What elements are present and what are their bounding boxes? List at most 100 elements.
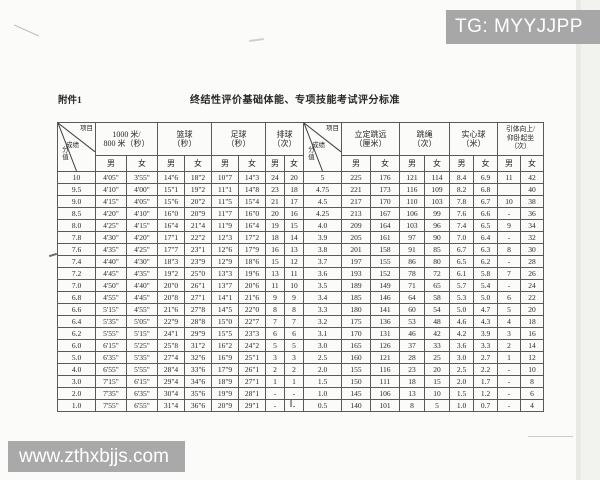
- score-cell: 6.4: [57, 315, 96, 328]
- score-cell: 2.0: [303, 363, 342, 376]
- table-row: 3.0 7'15" 6'15" 29"4 34"6 18"9 27"1 1 1 1.5 150 111…: [57, 375, 545, 388]
- table-row: 9.5 4'10" 4'00" 15"1 19"2 11"1 14"8 23 18 4.75 221…: [57, 183, 545, 196]
- value-cell: 2.5: [449, 363, 474, 376]
- scan-line-artifact: [528, 436, 573, 437]
- value-cell: 175: [341, 315, 371, 328]
- gender-header-cell: 女: [184, 155, 212, 172]
- value-cell: 20"9: [211, 399, 239, 412]
- value-cell: 30: [519, 243, 545, 256]
- value-cell: 20"2: [184, 195, 212, 208]
- page-title: 终结性评价基础体能、专项技能考试评分标准: [190, 95, 400, 106]
- value-cell: 7: [265, 315, 285, 328]
- value-cell: 60: [399, 303, 425, 316]
- value-cell: 18: [284, 183, 304, 196]
- group-header-volleyball: 排球 （次）: [265, 122, 304, 156]
- value-cell: 20"9: [184, 207, 212, 220]
- value-cell: 3'55": [126, 171, 158, 184]
- score-standard-table: 项目 成绩 分值 1000 米/ 800 米（秒） 篮球 （秒） 足球 （秒）: [57, 122, 545, 412]
- value-cell: 1: [497, 351, 521, 364]
- value-cell: 11: [265, 279, 285, 292]
- group-label-line: （秒）: [226, 139, 251, 148]
- score-cell: 6.6: [57, 303, 96, 316]
- value-cell: 4'30": [126, 255, 158, 268]
- value-cell: 5: [424, 399, 450, 412]
- value-cell: 15"4: [238, 195, 266, 208]
- table-row: 4.0 6'55" 5'55" 28"4 33"6 17"9 26"1 2 2 2.0 155 116…: [57, 363, 545, 376]
- value-cell: 4.2: [449, 327, 474, 340]
- value-cell: 11"9: [211, 219, 239, 232]
- value-cell: 4.6: [449, 315, 474, 328]
- value-cell: 4.3: [473, 315, 498, 328]
- value-cell: 5: [265, 339, 285, 352]
- value-cell: 6'15": [95, 339, 127, 352]
- value-cell: 6.3: [473, 243, 498, 256]
- value-cell: 21: [265, 195, 285, 208]
- value-cell: 106: [370, 387, 400, 400]
- value-cell: 8.4: [449, 171, 474, 184]
- group-label-line: （秒）: [172, 139, 197, 148]
- scan-smudge-artifact: [248, 37, 265, 43]
- table-row: 6.4 5'35" 5'05" 22"9 28"8 15"0 22"7 7 7 3.2 175 136…: [57, 315, 545, 328]
- value-cell: 13"3: [211, 267, 239, 280]
- value-cell: 14"5: [211, 303, 239, 316]
- value-cell: 141: [370, 303, 400, 316]
- group-header-standing-jump: 立定跳远 （厘米）: [341, 122, 400, 156]
- value-cell: 46: [399, 327, 425, 340]
- score-cell: 2.5: [303, 351, 342, 364]
- value-cell: 5.3: [449, 291, 474, 304]
- value-cell: 160: [341, 351, 371, 364]
- value-cell: 10: [424, 387, 450, 400]
- value-cell: 5.4: [473, 279, 498, 292]
- value-cell: 33"6: [184, 363, 212, 376]
- gender-header-cell: 女: [424, 155, 450, 172]
- value-cell: 8: [284, 303, 304, 316]
- value-cell: 10"7: [211, 171, 239, 184]
- score-cell: 1.5: [303, 375, 342, 388]
- value-cell: 17"1: [157, 231, 185, 244]
- score-cell: 3.5: [303, 279, 342, 292]
- value-cell: 6.5: [473, 219, 498, 232]
- value-cell: 185: [341, 291, 371, 304]
- value-cell: 27"1: [184, 291, 212, 304]
- value-cell: -: [497, 231, 521, 244]
- score-cell: 5: [303, 171, 342, 184]
- value-cell: 103: [424, 195, 450, 208]
- value-cell: 20"8: [157, 291, 185, 304]
- table-row: 7.2 4'45" 4'35" 19"2 25"0 13"3 19"6 13 11 3.6 193 1…: [57, 267, 545, 280]
- value-cell: 15"1: [157, 183, 185, 196]
- table-row: 6.0 6'15" 5'25" 25"8 31"2 16"2 24"2 5 5 3.0 165 126…: [57, 339, 545, 352]
- score-cell: 3.3: [303, 303, 342, 316]
- value-cell: 4'45": [95, 267, 127, 280]
- value-cell: 5'25": [126, 339, 158, 352]
- value-cell: 22"7: [238, 315, 266, 328]
- value-cell: 149: [370, 279, 400, 292]
- table-row: 6.2 5'55" 5'15" 24"1 29"9 15"5 23"3 6 6 3.1 170 131…: [57, 327, 545, 340]
- score-cell: 6.2: [57, 327, 96, 340]
- value-cell: 25"0: [184, 267, 212, 280]
- value-cell: 36: [519, 207, 545, 220]
- value-cell: 11"1: [211, 183, 239, 196]
- value-cell: 6.6: [473, 207, 498, 220]
- value-cell: 16"2: [211, 339, 239, 352]
- value-cell: 15"0: [211, 315, 239, 328]
- value-cell: 4'30": [95, 231, 127, 244]
- value-cell: 18"9: [211, 375, 239, 388]
- value-cell: 15: [284, 219, 304, 232]
- value-cell: 11: [284, 267, 304, 280]
- score-cell: 1.0: [303, 387, 342, 400]
- value-cell: 27"8: [184, 303, 212, 316]
- corner-score-label: 成绩: [66, 142, 79, 149]
- value-cell: 5'35": [126, 351, 158, 364]
- value-cell: 16"0: [157, 207, 185, 220]
- value-cell: 170: [370, 195, 400, 208]
- value-cell: 7.0: [449, 231, 474, 244]
- value-cell: 14"1: [211, 291, 239, 304]
- gender-header-cell: 男: [497, 155, 521, 172]
- table-row: 2.0 7'35" 6'35" 30"4 35"6 19"9 28"1- -1.0 145 106…: [57, 387, 545, 400]
- value-cell: 20: [284, 171, 304, 184]
- value-cell: 13: [284, 243, 304, 256]
- value-cell: 90: [424, 231, 450, 244]
- gender-header-cell: 男: [265, 155, 285, 172]
- gender-header-cell: 女: [370, 155, 400, 172]
- value-cell: 26"1: [238, 363, 266, 376]
